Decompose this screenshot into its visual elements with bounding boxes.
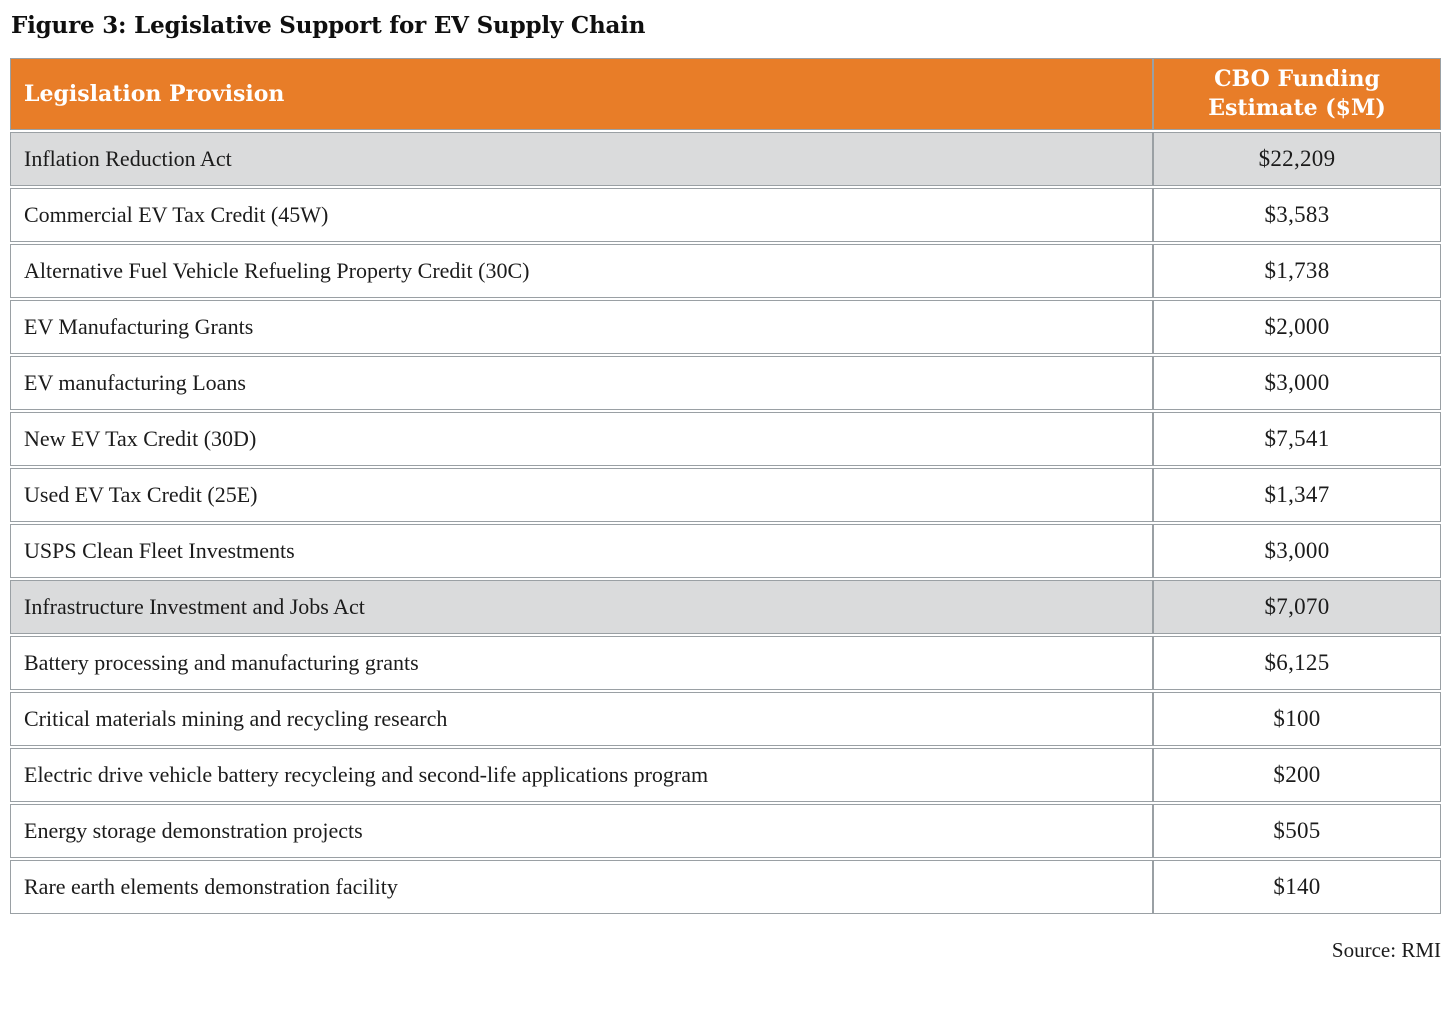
table-row: Battery processing and manufacturing gra… xyxy=(10,636,1441,690)
column-header-funding-line1: CBO Funding xyxy=(1214,65,1380,92)
table-row: Critical materials mining and recycling … xyxy=(10,692,1441,746)
funding-estimate-cell: $2,000 xyxy=(1153,300,1441,354)
funding-estimate-cell: $3,583 xyxy=(1153,188,1441,242)
section-row: Infrastructure Investment and Jobs Act $7… xyxy=(10,580,1441,634)
legislation-table: Legislation Provision CBO Funding Estimat… xyxy=(10,56,1441,916)
provision-cell: Critical materials mining and recycling … xyxy=(10,692,1153,746)
table-row: Rare earth elements demonstration facili… xyxy=(10,860,1441,914)
figure-title: Figure 3: Legislative Support for EV Sup… xyxy=(11,12,646,39)
funding-estimate-cell: $3,000 xyxy=(1153,524,1441,578)
provision-cell: Energy storage demonstration projects xyxy=(10,804,1153,858)
provision-cell: Infrastructure Investment and Jobs Act xyxy=(10,580,1153,634)
funding-estimate-cell: $3,000 xyxy=(1153,356,1441,410)
column-header-legislation-provision: Legislation Provision xyxy=(10,58,1153,130)
funding-estimate-cell: $100 xyxy=(1153,692,1441,746)
provision-cell: Alternative Fuel Vehicle Refueling Prope… xyxy=(10,244,1153,298)
table-row: Used EV Tax Credit (25E) $1,347 xyxy=(10,468,1441,522)
header-row: Legislation Provision CBO Funding Estimat… xyxy=(10,58,1441,130)
funding-estimate-cell: $140 xyxy=(1153,860,1441,914)
provision-cell: EV manufacturing Loans xyxy=(10,356,1153,410)
funding-estimate-cell: $1,347 xyxy=(1153,468,1441,522)
table-body: Inflation Reduction Act $22,209 Commercial… xyxy=(10,132,1441,914)
funding-estimate-cell: $6,125 xyxy=(1153,636,1441,690)
provision-cell: EV Manufacturing Grants xyxy=(10,300,1153,354)
funding-estimate-cell: $7,541 xyxy=(1153,412,1441,466)
funding-estimate-cell: $1,738 xyxy=(1153,244,1441,298)
provision-cell: USPS Clean Fleet Investments xyxy=(10,524,1153,578)
funding-estimate-cell: $505 xyxy=(1153,804,1441,858)
section-row: Inflation Reduction Act $22,209 xyxy=(10,132,1441,186)
column-header-cbo-funding-estimate: CBO Funding Estimate ($M) xyxy=(1153,58,1441,130)
funding-estimate-cell: $200 xyxy=(1153,748,1441,802)
table-row: Commercial EV Tax Credit (45W) $3,583 xyxy=(10,188,1441,242)
table-header: Legislation Provision CBO Funding Estimat… xyxy=(10,58,1441,130)
table-row: EV Manufacturing Grants $2,000 xyxy=(10,300,1441,354)
source-attribution: Source: RMI xyxy=(1331,938,1441,962)
provision-cell: Commercial EV Tax Credit (45W) xyxy=(10,188,1153,242)
provision-cell: Electric drive vehicle battery recyclein… xyxy=(10,748,1153,802)
column-header-funding-line2: Estimate ($M) xyxy=(1208,95,1386,121)
table-row: USPS Clean Fleet Investments $3,000 xyxy=(10,524,1441,578)
funding-estimate-cell: $22,209 xyxy=(1153,132,1441,186)
table-row: EV manufacturing Loans $3,000 xyxy=(10,356,1441,410)
table-row: Electric drive vehicle battery recyclein… xyxy=(10,748,1441,802)
provision-cell: Rare earth elements demonstration facili… xyxy=(10,860,1153,914)
provision-cell: Used EV Tax Credit (25E) xyxy=(10,468,1153,522)
table-row: Energy storage demonstration projects $50… xyxy=(10,804,1441,858)
provision-cell: Inflation Reduction Act xyxy=(10,132,1153,186)
provision-cell: New EV Tax Credit (30D) xyxy=(10,412,1153,466)
funding-estimate-cell: $7,070 xyxy=(1153,580,1441,634)
table-row: Alternative Fuel Vehicle Refueling Prope… xyxy=(10,244,1441,298)
table-row: New EV Tax Credit (30D) $7,541 xyxy=(10,412,1441,466)
provision-cell: Battery processing and manufacturing gra… xyxy=(10,636,1153,690)
